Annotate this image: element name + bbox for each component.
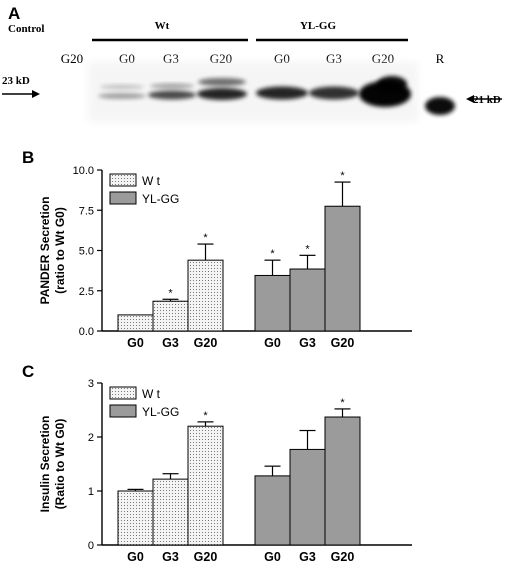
marker-21kd-label: 21 kD xyxy=(473,94,501,106)
blot-band xyxy=(256,86,308,100)
lane-label: G20 xyxy=(61,51,83,66)
blot-band xyxy=(100,84,144,90)
y-tick-label: 7.5 xyxy=(79,205,94,217)
legend-label: YL-GG xyxy=(142,405,179,419)
significance-marker: * xyxy=(340,397,345,409)
marker-21kd-arrowhead xyxy=(466,95,474,103)
y-tick-label: 3 xyxy=(88,378,94,390)
bar-yl-gg-g0 xyxy=(254,274,291,332)
bar-yl-gg-g0 xyxy=(254,475,291,546)
bar-wt-g3 xyxy=(152,478,189,546)
blot-band xyxy=(148,90,196,100)
legend-swatch xyxy=(109,191,137,205)
x-tick-label: G3 xyxy=(299,336,316,350)
bar-wt-g0 xyxy=(117,490,154,546)
legend-swatch xyxy=(109,404,137,418)
panel-a-letter: A xyxy=(8,4,20,23)
y-tick-label: 1 xyxy=(88,486,94,498)
x-tick-label: G0 xyxy=(264,336,281,350)
x-tick-label: G3 xyxy=(162,336,179,350)
x-tick-label: G20 xyxy=(194,336,218,350)
lane-label: R xyxy=(436,51,445,66)
y-tick-label: 5.0 xyxy=(79,246,94,258)
x-tick-label: G20 xyxy=(331,550,355,562)
bar-yl-gg-g20 xyxy=(324,416,361,546)
x-tick-label: G0 xyxy=(264,550,281,562)
significance-marker: * xyxy=(168,287,173,299)
bar-yl-gg-g20 xyxy=(324,205,361,332)
y-tick-label: 0.0 xyxy=(79,326,94,338)
significance-marker: * xyxy=(340,170,345,182)
legend-label: W t xyxy=(142,387,161,401)
significance-marker: * xyxy=(305,243,310,255)
blot-band xyxy=(98,93,146,99)
y-tick-label: 10.0 xyxy=(73,165,94,177)
marker-23kd-arrowhead xyxy=(32,90,40,98)
blot-band xyxy=(197,88,247,100)
legend-swatch xyxy=(109,173,137,187)
x-tick-label: G0 xyxy=(127,336,144,350)
x-tick-label: G3 xyxy=(162,550,179,562)
marker-23kd-label: 23 kD xyxy=(2,75,30,87)
group-label-ylgg: YL-GG xyxy=(300,20,337,32)
bar-wt-g20 xyxy=(187,259,224,332)
panel-b-letter: B xyxy=(22,148,34,167)
blot-band xyxy=(425,97,455,115)
y-tick-label: 2.5 xyxy=(79,286,94,298)
y-axis-label-unit: (Ratio to Wt G0) xyxy=(53,419,67,510)
bar-yl-gg-g3 xyxy=(289,448,326,546)
x-tick-label: G3 xyxy=(299,550,316,562)
group-label-control: Control xyxy=(8,23,44,35)
blot-band xyxy=(150,83,194,89)
significance-marker: * xyxy=(270,248,275,260)
y-tick-label: 0 xyxy=(88,540,94,552)
significance-marker: * xyxy=(203,232,208,244)
bar-wt-g0 xyxy=(117,314,154,332)
panel-c-chart: 0 1 2 3 Insulin Secretion (Ratio to Wt G0) G0 G… xyxy=(38,378,412,562)
panel-c-letter: C xyxy=(22,362,34,381)
legend-swatch xyxy=(109,386,137,400)
bar-wt-g20 xyxy=(187,425,224,546)
y-tick-label: 2 xyxy=(88,432,94,444)
y-axis-label: Insulin Secretion xyxy=(38,416,52,513)
panel-c: C 0 1 2 3 Insulin Secretion (Ratio to Wt G0) G… xyxy=(22,362,412,562)
panel-a: A Control Wt YL-GG G20 G0 G3 G20 G0 G3 G20 R 23… xyxy=(2,4,502,122)
group-label-wt: Wt xyxy=(155,20,170,32)
x-tick-label: G20 xyxy=(194,550,218,562)
legend-label: W t xyxy=(142,174,161,188)
bar-wt-g3 xyxy=(152,300,189,332)
significance-marker: * xyxy=(203,410,208,422)
blot-band xyxy=(377,76,407,92)
x-tick-label: G0 xyxy=(127,550,144,562)
x-tick-label: G20 xyxy=(331,336,355,350)
panel-b: B 0.0 2.5 5.0 7.5 10.0 PANDER Secretion (ratio… xyxy=(22,148,412,350)
y-axis-label-unit: (ratio to Wt G0) xyxy=(53,207,67,294)
blot-band xyxy=(198,78,246,86)
legend-label: YL-GG xyxy=(142,192,179,206)
blot-band xyxy=(309,86,359,100)
y-axis-label: PANDER Secretion xyxy=(38,197,52,305)
panel-b-chart: 0.0 2.5 5.0 7.5 10.0 PANDER Secretion (ratio t… xyxy=(38,165,412,350)
bar-yl-gg-g3 xyxy=(289,268,326,332)
